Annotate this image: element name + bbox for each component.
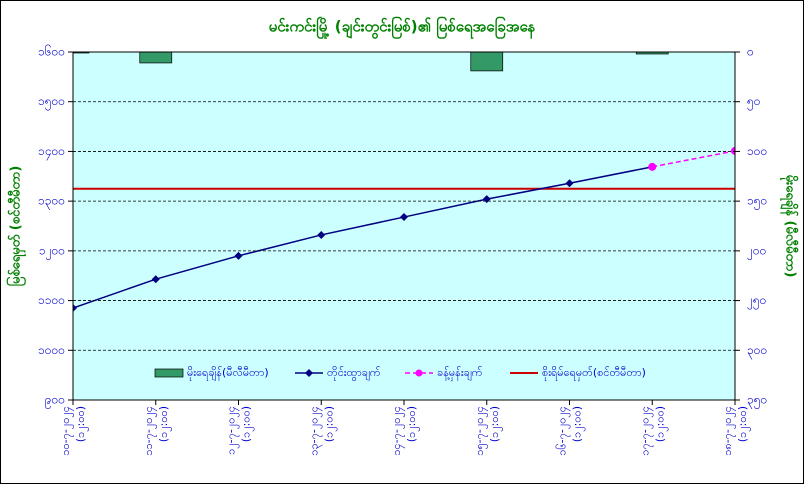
y-tick-label: ၁၆၀၀ xyxy=(38,44,65,59)
point xyxy=(400,213,408,222)
legend-label: ခန့်မှန်းချက် xyxy=(437,366,483,381)
x-tick-label: (၁၂:၀၀) xyxy=(571,406,586,442)
bar xyxy=(635,52,669,55)
x-tick-label: ၁၅-၇-၂၀၂၄ xyxy=(473,406,488,456)
legend-marker xyxy=(415,369,423,377)
point xyxy=(648,162,657,171)
point xyxy=(565,179,574,188)
x-tick-label: (၁၂:၀၀) xyxy=(736,406,751,442)
y-tick-label: ၁၀၀၀ xyxy=(38,343,65,357)
point xyxy=(151,275,160,284)
point xyxy=(317,230,326,239)
legend-swatch xyxy=(154,368,184,378)
x-tick-label: (၁၂:၀၀) xyxy=(322,406,337,442)
x-tick-label: (၁၂:၀၀) xyxy=(74,406,89,442)
y-tick-label: ၁၁၀၀ xyxy=(38,293,65,307)
plot-area xyxy=(73,52,735,400)
y-tick-label: ၁၄၀၀ xyxy=(38,144,65,161)
y2-tick-label: ၂၅၀ xyxy=(747,293,766,310)
y2-axis-label: မိုးရေချိန် (မီလီမီတာ) xyxy=(780,175,800,278)
point xyxy=(73,304,77,313)
x-tick-label: (၁၂:၀၀) xyxy=(405,406,420,442)
y2-tick-label: ၂၀၀ xyxy=(747,243,766,260)
y-tick-label: ၁၃၀၀ xyxy=(38,194,65,211)
y-axis-label: မြစ်ရေမှတ် (စင်တီမီတာ) xyxy=(6,166,27,287)
x-tick-label: ၁၇-၇-၂၀၂၄ xyxy=(638,406,653,456)
x-tick-label: ၁၂-၇-၂၀၂၄ xyxy=(225,406,240,455)
point xyxy=(731,146,735,155)
x-tick-label: ၁၄-၇-၂၀၂၄ xyxy=(390,406,405,456)
line xyxy=(73,166,653,309)
line xyxy=(652,150,735,168)
y-tick-label: ၁၂၀၀ xyxy=(39,243,65,260)
legend-label: စိုးရိမ်ရေမှတ်(စင်တီမီတာ) xyxy=(542,366,646,381)
x-tick-label: ၁၁-၇-၂၀၂၄ xyxy=(142,406,157,456)
x-tick-label: (၁၂:၀၀) xyxy=(653,406,668,442)
y2-tick-label: ၃၅၀ xyxy=(747,393,767,410)
x-tick-label: ၁၆-၇-၂၀၂၄ xyxy=(556,406,571,456)
y-tick-label: ၉၀၀ xyxy=(45,393,65,410)
plot xyxy=(73,52,735,313)
x-tick-label: (၁၂:၀၀) xyxy=(240,406,255,442)
y2-tick-label: ၃၀၀ xyxy=(747,343,767,360)
legend-marker xyxy=(305,369,313,377)
point xyxy=(234,251,243,260)
y2-tick-label: ၁၀၀ xyxy=(747,144,767,158)
y-tick-label: ၁၅၀၀ xyxy=(38,94,65,111)
x-tick-label: ၁၃-၇-၂၀၂၄ xyxy=(307,406,322,456)
bar xyxy=(139,52,173,64)
y2-tick-label: ၅၀ xyxy=(747,94,761,111)
y2-tick-label: ၀ xyxy=(747,45,754,59)
x-tick-label: (၁၂:၀၀) xyxy=(157,406,172,442)
x-tick-label: ၁၈-၇-၂၀၂၄ xyxy=(721,406,736,456)
y2-tick-label: ၁၅၀ xyxy=(747,194,767,211)
x-tick-label: (၁၂:၀၀) xyxy=(488,406,503,442)
x-tick-label: ၁၀-၇-၂၀၂၄ xyxy=(59,406,74,456)
legend-label: မိုးရေချိန်(မီလီမီတာ) xyxy=(187,366,269,381)
plot-border xyxy=(72,51,736,401)
legend-label: တိုင်းထွာချက် xyxy=(327,366,381,381)
bar xyxy=(470,52,504,72)
